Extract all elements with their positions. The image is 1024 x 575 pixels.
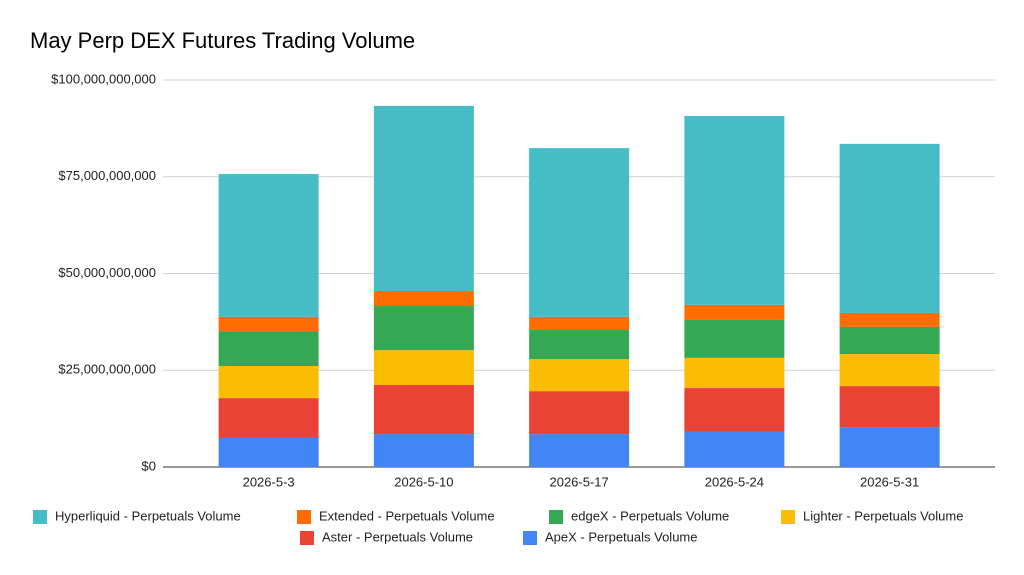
bar-segment	[684, 304, 785, 320]
bar-segment	[684, 431, 785, 467]
legend-label: edgeX - Perpetuals Volume	[571, 508, 729, 523]
x-tick-label: 2026-5-3	[243, 474, 295, 489]
bar-segment	[684, 388, 785, 432]
bar-segment	[684, 357, 785, 389]
bar-segment	[218, 437, 319, 467]
bar-segment	[839, 326, 940, 354]
legend-swatch	[781, 510, 795, 524]
x-tick-label: 2026-5-31	[860, 474, 919, 489]
legend-swatch	[549, 510, 563, 524]
bar-segment	[373, 290, 474, 307]
bar-segment	[373, 306, 474, 351]
bar-segment	[839, 386, 940, 428]
y-tick-label: $0	[142, 458, 156, 473]
bar-segment	[373, 384, 474, 435]
bar-segment	[529, 359, 630, 392]
y-tick-label: $75,000,000,000	[58, 168, 156, 183]
x-tick-label: 2026-5-10	[394, 474, 453, 489]
x-tick-label: 2026-5-17	[549, 474, 608, 489]
bar-segment	[218, 316, 319, 332]
bar-segment	[684, 115, 785, 305]
bar-segment	[839, 353, 940, 387]
bar-segment	[529, 330, 630, 360]
bar-segment	[218, 365, 319, 399]
bar-segment	[529, 434, 630, 467]
chart-title: May Perp DEX Futures Trading Volume	[30, 28, 415, 53]
y-tick-label: $50,000,000,000	[58, 265, 156, 280]
bar-segment	[218, 331, 319, 366]
legend-label: Hyperliquid - Perpetuals Volume	[55, 508, 241, 523]
bar-segment	[839, 312, 940, 327]
legend-swatch	[300, 531, 314, 545]
y-tick-label: $25,000,000,000	[58, 362, 156, 377]
legend-swatch	[33, 510, 47, 524]
legend-label: ApeX - Perpetuals Volume	[545, 529, 697, 544]
legend-swatch	[297, 510, 311, 524]
legend-label: Lighter - Perpetuals Volume	[803, 508, 963, 523]
legend-swatch	[523, 531, 537, 545]
bar-segment	[373, 350, 474, 385]
bar-segment	[218, 174, 319, 317]
bar-segment	[529, 391, 630, 435]
bar-segment	[373, 105, 474, 291]
bar-segment	[373, 434, 474, 467]
bar-segment	[529, 316, 630, 331]
bar-segment	[529, 148, 630, 317]
bar-segment	[839, 143, 940, 313]
bar-segment	[839, 427, 940, 467]
x-tick-label: 2026-5-24	[705, 474, 764, 489]
legend-label: Extended - Perpetuals Volume	[319, 508, 495, 523]
y-tick-label: $100,000,000,000	[51, 71, 156, 86]
bar-segment	[684, 319, 785, 358]
legend-label: Aster - Perpetuals Volume	[322, 529, 473, 544]
bar-segment	[218, 398, 319, 438]
